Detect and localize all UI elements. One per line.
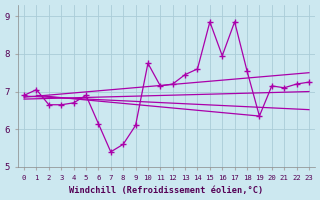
X-axis label: Windchill (Refroidissement éolien,°C): Windchill (Refroidissement éolien,°C) [69,186,264,195]
